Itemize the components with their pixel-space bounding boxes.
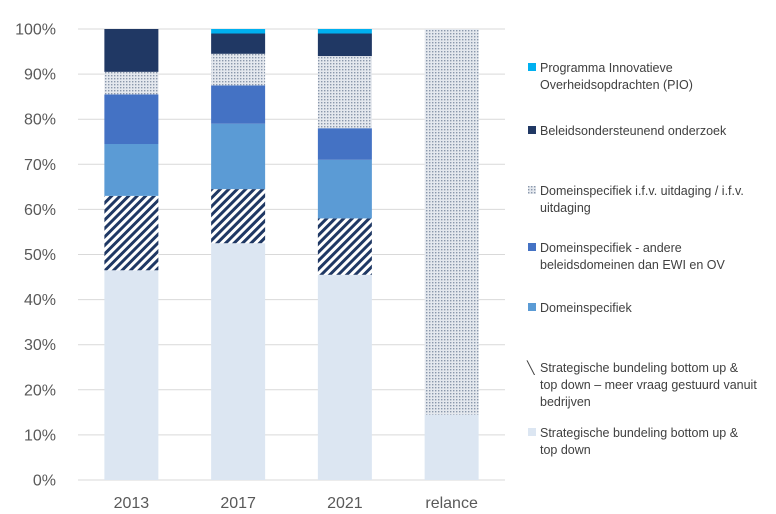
legend-entry: ╲ Strategische bundeling bottom up & top d… xyxy=(526,360,757,409)
bar-stack-2013 xyxy=(104,29,159,480)
legend-label: uitdaging xyxy=(540,201,591,215)
legend: Programma Innovatieve Overheidsopdrachten… xyxy=(526,61,757,457)
x-tick-label: 2021 xyxy=(327,495,363,512)
bar-segment xyxy=(317,29,372,34)
bar-stack-relance xyxy=(424,29,479,480)
bar-segment xyxy=(317,274,372,480)
legend-label: Strategische bundeling bottom up & xyxy=(540,426,739,440)
legend-swatch: ╲ xyxy=(526,360,536,375)
legend-label: Programma Innovatieve xyxy=(540,61,673,75)
legend-swatch xyxy=(528,428,536,436)
legend-label: Domeinspecifiek xyxy=(540,301,632,315)
y-axis-tick-labels: 0% 10% 20% 30% 40% 50% 60% 70% 80% 90% 100% xyxy=(15,22,56,490)
y-tick-label: 90% xyxy=(24,67,56,84)
bar-segment xyxy=(317,128,372,160)
legend-entry: Domeinspecifiek - andere beleidsdomeinen … xyxy=(528,241,725,272)
bar-segment xyxy=(317,56,372,129)
legend-label: beleidsdomeinen dan EWI en OV xyxy=(540,258,725,272)
bar-segment xyxy=(211,53,266,86)
legend-label: top down – meer vraag gestuurd vanuit xyxy=(540,378,757,392)
legend-label: bedrijven xyxy=(540,395,591,409)
bar-segment xyxy=(211,29,266,34)
legend-swatch xyxy=(528,186,536,194)
legend-label: Beleidsondersteunend onderzoek xyxy=(540,124,727,138)
y-tick-label: 0% xyxy=(33,473,56,490)
bar-segment xyxy=(211,33,266,54)
bar-segment xyxy=(104,270,159,480)
legend-entry: Programma Innovatieve Overheidsopdrachten… xyxy=(528,61,693,92)
bar-stack-2021 xyxy=(317,29,372,480)
y-tick-label: 10% xyxy=(24,427,56,444)
bar-segment xyxy=(211,85,266,124)
y-tick-label: 70% xyxy=(24,157,56,174)
bar-segment xyxy=(104,195,159,271)
y-tick-label: 30% xyxy=(24,337,56,354)
legend-swatch xyxy=(528,303,536,311)
bar-segment xyxy=(104,29,159,72)
bar-segment xyxy=(424,29,479,415)
legend-label: Domeinspecifiek i.f.v. uitdaging / i.f.v… xyxy=(540,184,744,198)
legend-label: top down xyxy=(540,443,591,457)
legend-label: Overheidsopdrachten (PIO) xyxy=(540,78,693,92)
y-tick-label: 100% xyxy=(15,22,56,39)
legend-entry: Domeinspecifiek i.f.v. uitdaging / i.f.v… xyxy=(528,184,744,215)
legend-entry: Domeinspecifiek xyxy=(528,301,632,315)
bar-segment xyxy=(211,189,266,244)
bar-stacks xyxy=(104,29,479,480)
x-tick-label: relance xyxy=(425,495,478,512)
bar-segment xyxy=(317,159,372,219)
bar-segment xyxy=(211,243,266,480)
y-tick-label: 40% xyxy=(24,292,56,309)
y-tick-label: 60% xyxy=(24,202,56,219)
y-tick-label: 20% xyxy=(24,382,56,399)
bar-stack-2017 xyxy=(211,29,266,480)
x-tick-label: 2017 xyxy=(220,495,256,512)
legend-label: Domeinspecifiek - andere xyxy=(540,241,682,255)
y-tick-label: 80% xyxy=(24,112,56,129)
bar-segment xyxy=(104,94,159,145)
x-axis-tick-labels: 2013 2017 2021 relance xyxy=(114,495,478,512)
legend-entry: Strategische bundeling bottom up & top do… xyxy=(528,426,739,457)
bar-segment xyxy=(104,71,159,95)
bar-segment xyxy=(104,144,159,196)
legend-swatch xyxy=(528,243,536,251)
legend-swatch xyxy=(528,63,536,71)
legend-entry: Beleidsondersteunend onderzoek xyxy=(528,124,727,138)
x-tick-label: 2013 xyxy=(114,495,150,512)
bar-segment xyxy=(211,123,266,190)
legend-swatch xyxy=(528,126,536,134)
bar-segment xyxy=(317,33,372,57)
y-tick-label: 50% xyxy=(24,247,56,264)
legend-label: Strategische bundeling bottom up & xyxy=(540,361,739,375)
bar-segment xyxy=(317,218,372,275)
bar-segment xyxy=(424,414,479,480)
